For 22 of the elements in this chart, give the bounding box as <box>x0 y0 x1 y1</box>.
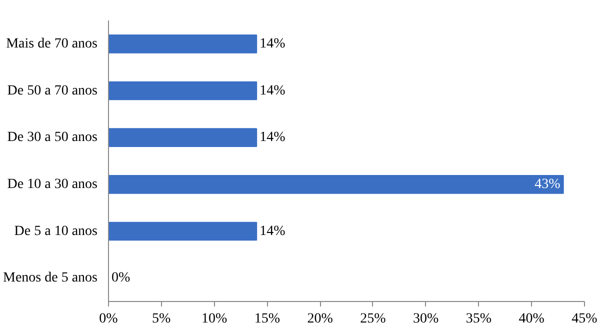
x-tick-label: 25% <box>360 312 386 326</box>
x-tick-label: 15% <box>254 312 280 326</box>
x-tick-label: 5% <box>152 312 172 326</box>
y-tick-label: De 10 a 30 anos <box>7 176 98 192</box>
y-tick-label: De 50 a 70 anos <box>7 83 98 98</box>
y-tick-label: Menos de 5 anos <box>3 270 98 286</box>
y-tick-label: De 30 a 50 anos <box>7 130 98 146</box>
data-label: 14% <box>260 83 286 98</box>
y-tick-label: Mais de 70 anos <box>6 36 98 52</box>
data-label: 0% <box>112 270 130 286</box>
x-tick-label: 35% <box>466 312 492 326</box>
data-label: 43% <box>534 176 561 192</box>
data-label: 14% <box>260 36 286 52</box>
x-tick-label: 45% <box>572 312 598 326</box>
data-label: 14% <box>260 130 286 146</box>
x-tick-label: 40% <box>518 312 545 326</box>
x-tick-label: 0% <box>99 312 118 326</box>
x-tick-label: 10% <box>201 312 228 326</box>
x-tick-label: 20% <box>307 312 334 326</box>
data-label: 14% <box>260 224 286 239</box>
y-tick-label: De 5 a 10 anos <box>14 224 98 239</box>
x-tick-label: 30% <box>413 312 439 326</box>
